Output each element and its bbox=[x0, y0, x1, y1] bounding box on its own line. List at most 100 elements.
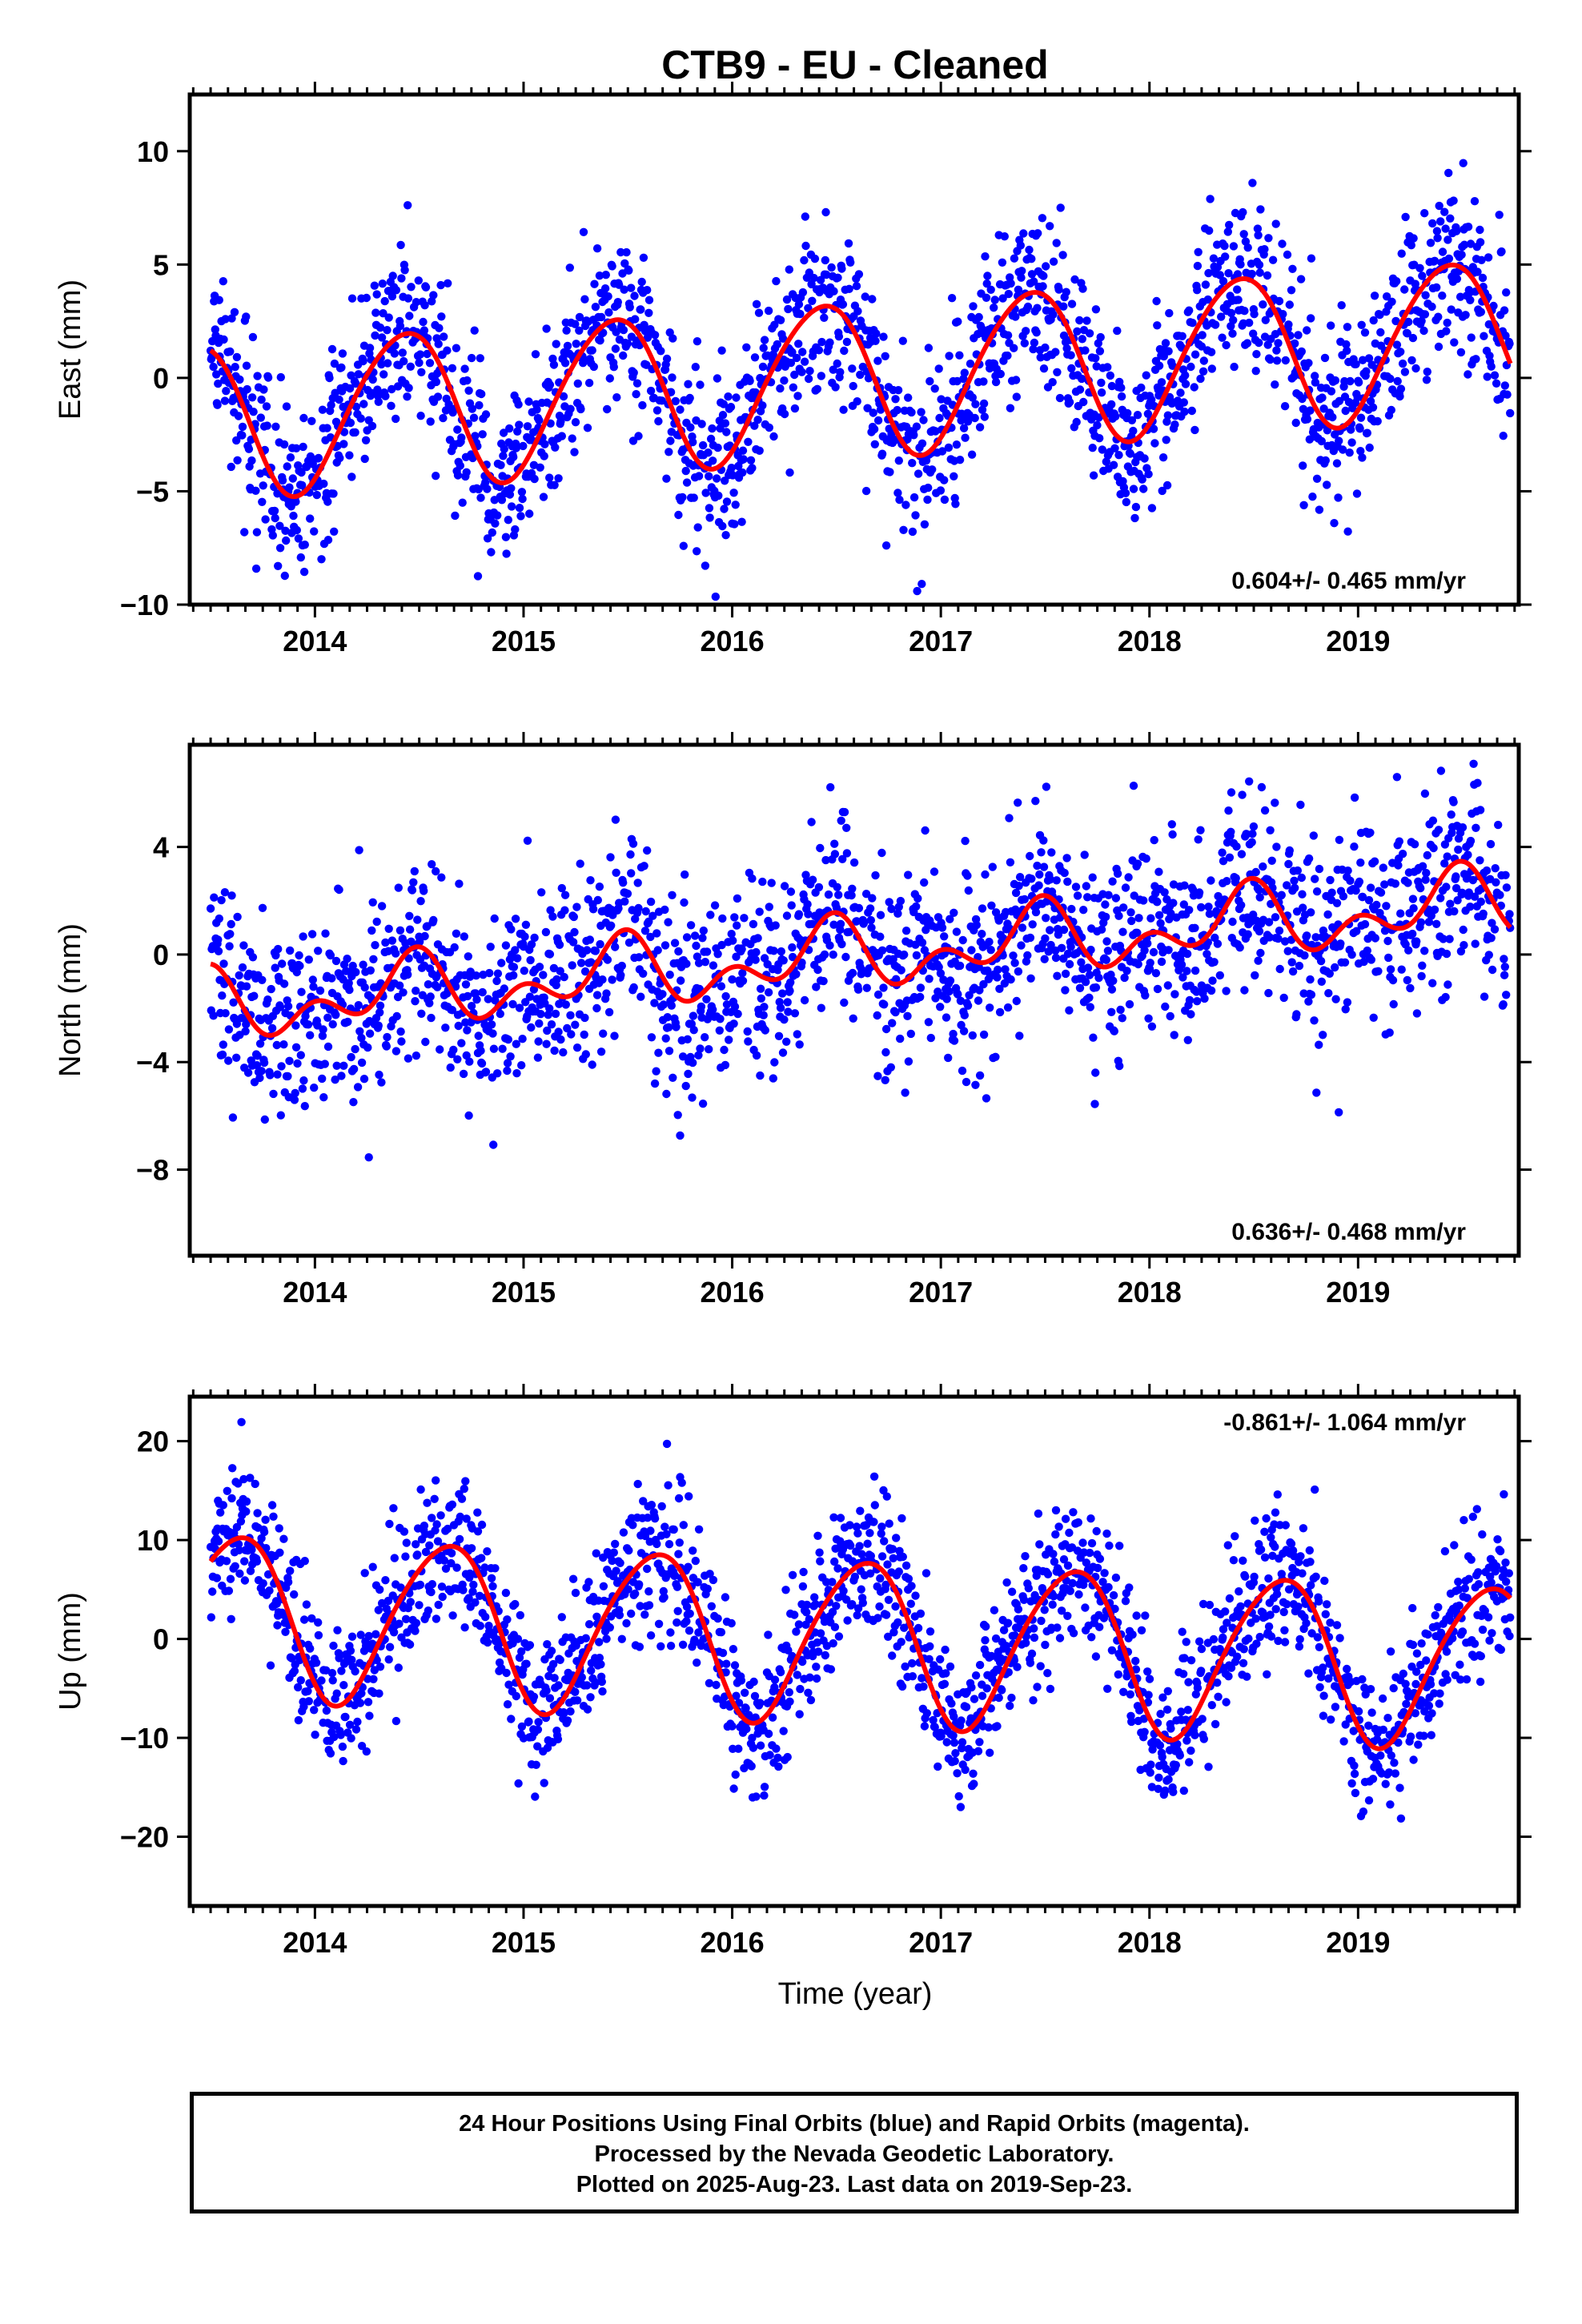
data-point bbox=[273, 1070, 282, 1079]
data-point bbox=[1019, 229, 1028, 238]
data-point bbox=[295, 951, 303, 960]
data-point bbox=[327, 974, 336, 983]
data-point bbox=[294, 1715, 303, 1725]
data-point bbox=[1073, 891, 1082, 900]
data-point bbox=[430, 1494, 439, 1504]
data-point bbox=[563, 341, 572, 351]
data-point bbox=[671, 396, 680, 406]
data-point bbox=[1140, 454, 1149, 463]
data-point bbox=[1154, 911, 1164, 920]
data-point bbox=[625, 303, 634, 312]
data-point bbox=[1358, 453, 1367, 462]
data-point bbox=[347, 1052, 355, 1062]
data-point bbox=[784, 304, 793, 314]
data-point bbox=[1280, 402, 1290, 411]
data-point bbox=[524, 1717, 533, 1726]
data-point bbox=[292, 525, 301, 535]
data-point bbox=[1011, 376, 1021, 384]
data-point bbox=[1496, 891, 1504, 899]
data-point bbox=[776, 316, 785, 324]
data-point bbox=[328, 1019, 337, 1029]
data-point bbox=[499, 428, 508, 437]
data-point bbox=[1401, 212, 1410, 222]
data-point bbox=[402, 1538, 411, 1547]
data-point bbox=[636, 992, 645, 1001]
data-point bbox=[968, 1031, 978, 1040]
data-point bbox=[221, 1009, 230, 1018]
data-point bbox=[1389, 999, 1398, 1009]
data-point bbox=[1343, 527, 1352, 536]
data-point bbox=[1341, 1005, 1350, 1014]
data-point bbox=[265, 617, 273, 625]
data-point bbox=[1133, 928, 1142, 938]
data-point bbox=[607, 921, 616, 931]
data-point bbox=[1016, 241, 1026, 250]
data-point bbox=[1408, 333, 1418, 343]
data-point bbox=[1199, 367, 1208, 376]
data-point bbox=[1223, 877, 1231, 886]
data-point bbox=[545, 473, 554, 482]
data-point bbox=[1108, 877, 1117, 886]
data-point bbox=[1151, 969, 1161, 978]
data-point bbox=[944, 443, 954, 452]
data-point bbox=[1088, 873, 1097, 882]
data-point bbox=[599, 1029, 608, 1038]
data-point bbox=[437, 1582, 447, 1591]
data-point bbox=[713, 374, 722, 383]
data-point bbox=[913, 894, 922, 903]
data-point bbox=[714, 491, 723, 501]
data-point bbox=[343, 955, 351, 963]
data-point bbox=[472, 971, 480, 980]
data-point bbox=[569, 912, 578, 922]
data-point bbox=[533, 1053, 543, 1062]
data-point bbox=[230, 308, 239, 316]
data-point bbox=[1312, 474, 1322, 483]
data-point bbox=[267, 1023, 277, 1033]
data-point bbox=[1186, 1010, 1195, 1019]
data-point bbox=[794, 340, 803, 348]
data-point bbox=[306, 1031, 315, 1039]
data-point bbox=[545, 950, 555, 959]
data-point bbox=[963, 417, 973, 426]
data-point bbox=[509, 963, 519, 971]
data-point bbox=[765, 903, 773, 911]
data-point bbox=[634, 903, 643, 913]
data-point bbox=[1392, 773, 1402, 782]
data-point bbox=[559, 1047, 568, 1057]
data-point bbox=[1110, 444, 1119, 452]
data-point bbox=[954, 317, 962, 326]
data-point bbox=[1418, 961, 1427, 971]
data-point bbox=[326, 1749, 335, 1758]
data-point bbox=[299, 567, 309, 577]
data-point bbox=[1332, 899, 1342, 908]
data-point bbox=[500, 984, 508, 993]
data-point bbox=[1366, 883, 1375, 892]
data-point bbox=[1089, 471, 1098, 480]
data-point bbox=[1466, 296, 1475, 304]
data-point bbox=[561, 1000, 570, 1009]
data-point bbox=[1000, 979, 1010, 988]
data-point bbox=[940, 932, 949, 941]
data-point bbox=[1193, 261, 1203, 271]
data-point bbox=[1082, 316, 1091, 325]
data-point bbox=[1420, 789, 1430, 798]
data-point bbox=[1335, 1108, 1343, 1117]
data-point bbox=[1417, 971, 1426, 981]
y-tick-label: −4 bbox=[136, 1046, 169, 1079]
data-point bbox=[713, 950, 722, 959]
data-point bbox=[421, 1547, 431, 1557]
data-point bbox=[1315, 505, 1324, 514]
data-point bbox=[674, 947, 683, 956]
data-point bbox=[904, 870, 913, 879]
data-point bbox=[1206, 195, 1215, 203]
data-point bbox=[1436, 217, 1445, 226]
data-point bbox=[613, 1577, 622, 1586]
data-point bbox=[463, 376, 472, 385]
data-point bbox=[1384, 953, 1393, 963]
data-point bbox=[1500, 955, 1508, 963]
data-point bbox=[1303, 931, 1311, 940]
data-point bbox=[517, 488, 527, 497]
data-point bbox=[897, 966, 905, 975]
data-point bbox=[867, 923, 876, 932]
data-point bbox=[950, 1036, 959, 1045]
